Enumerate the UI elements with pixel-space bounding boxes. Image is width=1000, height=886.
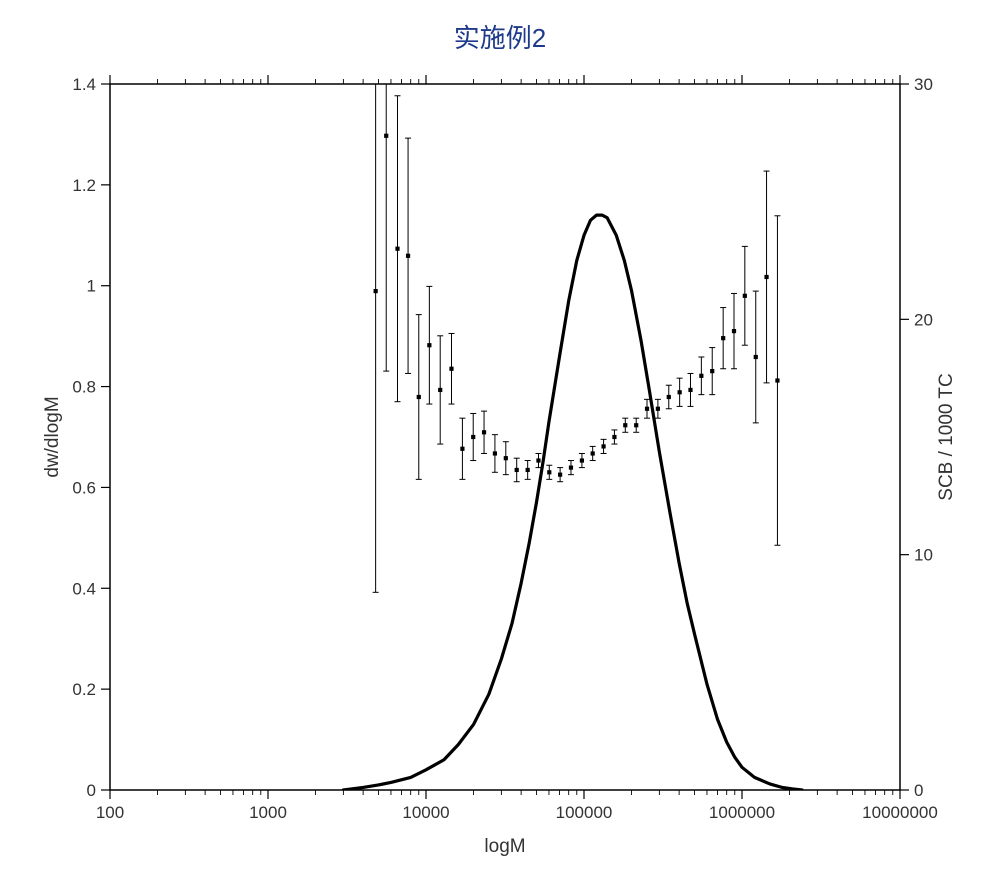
svg-text:dw/dlogM: dw/dlogM	[42, 396, 63, 477]
svg-text:100000: 100000	[556, 803, 613, 822]
figure-wrapper: 实施例2 10010001000010000010000001000000000…	[0, 0, 1000, 886]
svg-text:0.2: 0.2	[72, 680, 96, 699]
svg-text:1000: 1000	[249, 803, 287, 822]
svg-text:logM: logM	[484, 836, 525, 857]
chart-title: 实施例2	[0, 18, 1000, 55]
svg-text:10000: 10000	[402, 803, 449, 822]
svg-text:10000000: 10000000	[862, 803, 938, 822]
svg-text:SCB / 1000 TC: SCB / 1000 TC	[936, 373, 957, 500]
svg-text:0.8: 0.8	[72, 378, 96, 397]
svg-text:1: 1	[87, 277, 96, 296]
svg-text:10: 10	[914, 546, 933, 565]
svg-text:1000000: 1000000	[709, 803, 775, 822]
svg-text:1.2: 1.2	[72, 176, 96, 195]
svg-text:0: 0	[914, 781, 923, 800]
svg-text:1.4: 1.4	[72, 75, 96, 94]
svg-text:30: 30	[914, 75, 933, 94]
chart-svg: 10010001000010000010000001000000000.20.4…	[30, 60, 970, 880]
svg-text:20: 20	[914, 310, 933, 329]
svg-text:0.6: 0.6	[72, 478, 96, 497]
svg-text:0: 0	[87, 781, 96, 800]
svg-text:100: 100	[96, 803, 124, 822]
svg-text:0.4: 0.4	[72, 579, 96, 598]
